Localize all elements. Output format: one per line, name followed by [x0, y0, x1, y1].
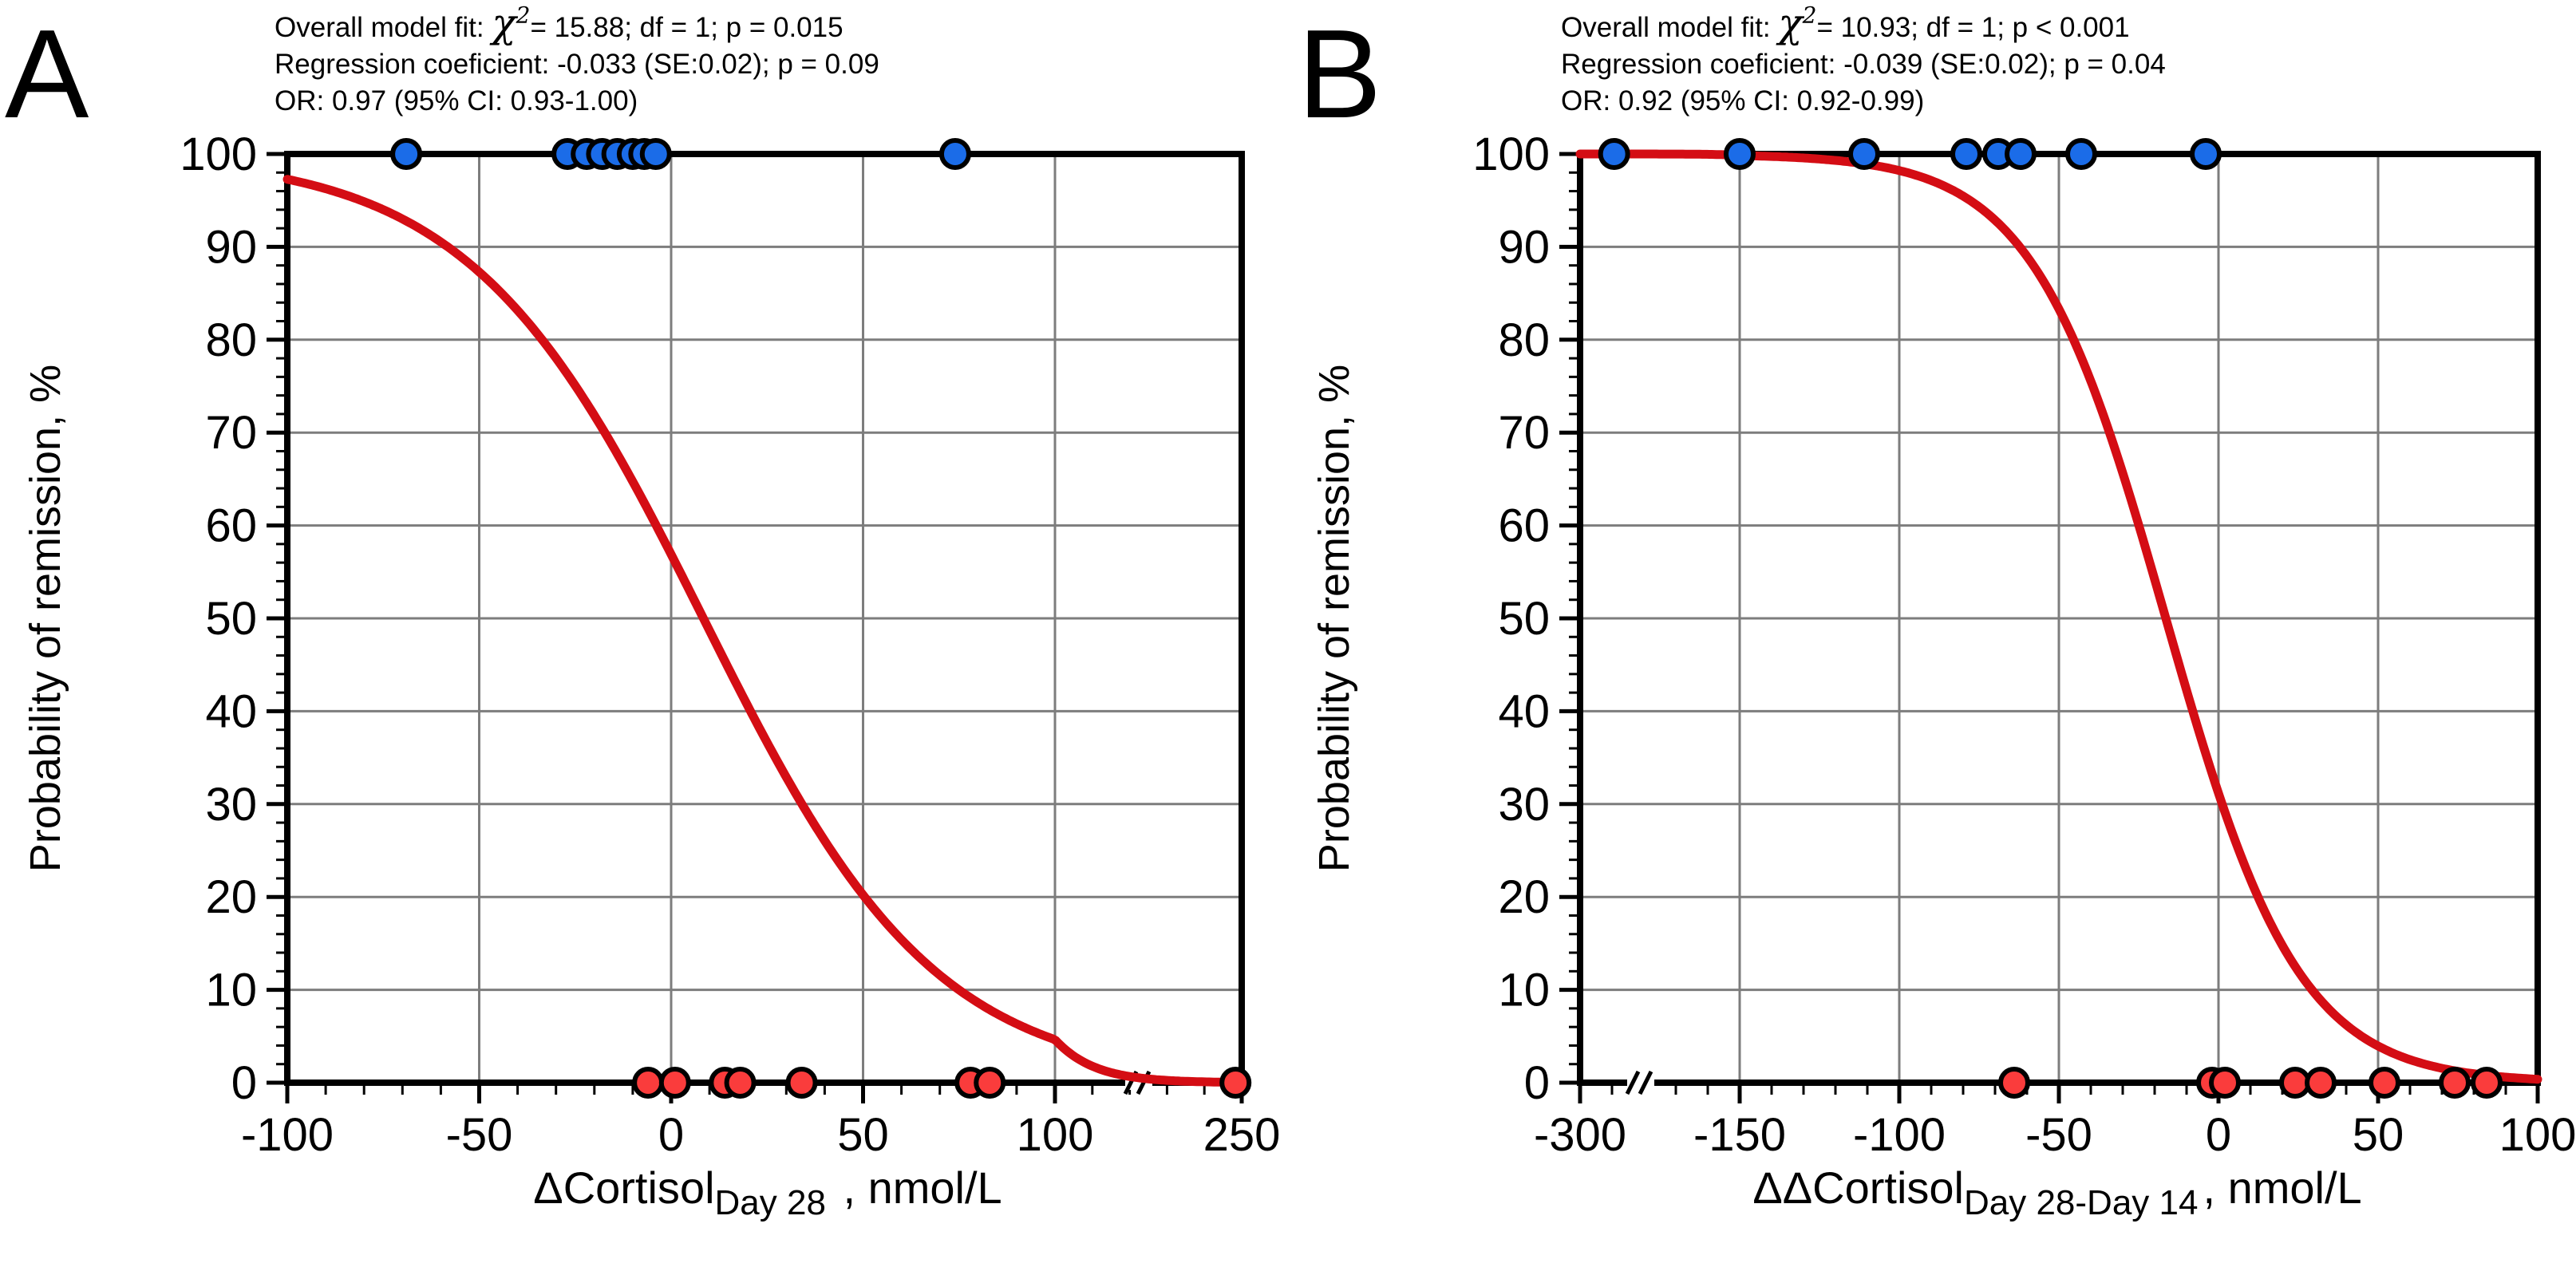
- svg-text:-150: -150: [1693, 1109, 1786, 1161]
- stats-model-fit-prefix: Overall model fit:: [1561, 12, 1779, 43]
- panel-b-letter: B: [1298, 4, 1382, 144]
- x-title-units: , nmol/L: [830, 1162, 1002, 1213]
- svg-text:90: 90: [1498, 221, 1550, 273]
- stats-line-odds-ratio: OR: 0.92 (95% CI: 0.92-0.99): [1561, 85, 1925, 116]
- stats-line-model-fit: Overall model fit: χ2= 15.88; df = 1; p …: [275, 3, 879, 46]
- svg-text:30: 30: [205, 779, 257, 831]
- panel-a-y-axis-title: Probability of remission, %: [22, 364, 69, 873]
- svg-text:90: 90: [205, 221, 257, 273]
- x-title-main: ΔCortisol: [533, 1162, 715, 1213]
- svg-text:80: 80: [205, 314, 257, 366]
- stats-model-fit-prefix: Overall model fit:: [275, 12, 492, 43]
- svg-text:0: 0: [658, 1109, 684, 1161]
- stats-model-fit-value: = 15.88; df = 1; p = 0.015: [530, 12, 844, 43]
- stats-line-regression: Regression coeficient: -0.033 (SE:0.02);…: [275, 49, 879, 80]
- svg-text:20: 20: [205, 871, 257, 923]
- stats-line-odds-ratio: OR: 0.97 (95% CI: 0.93-1.00): [275, 85, 638, 116]
- svg-text:60: 60: [1498, 500, 1550, 552]
- svg-text:70: 70: [205, 407, 257, 459]
- svg-text:40: 40: [205, 685, 257, 737]
- svg-text:10: 10: [205, 965, 257, 1016]
- svg-text:100: 100: [1472, 128, 1550, 180]
- svg-text:0: 0: [2206, 1109, 2231, 1161]
- svg-text:80: 80: [1498, 314, 1550, 366]
- x-title-subscript: Day 28-Day 14: [1963, 1183, 2199, 1222]
- chi-squared-symbol: χ2: [1778, 0, 1816, 46]
- panel-b-y-axis-title: Probability of remission, %: [1310, 364, 1358, 873]
- panel-b-x-axis-title: ΔΔCortisolDay 28-Day 14, nmol/L: [1752, 1162, 2361, 1223]
- svg-text:0: 0: [231, 1057, 257, 1109]
- chi-squared-symbol: χ2: [492, 0, 530, 46]
- stats-line-regression: Regression coeficient: -0.039 (SE:0.02);…: [1561, 49, 2166, 80]
- svg-text:100: 100: [2499, 1109, 2576, 1161]
- panel-a-x-axis-title: ΔCortisolDay 28 , nmol/L: [533, 1162, 1002, 1223]
- svg-text:100: 100: [180, 128, 257, 180]
- x-title-units: , nmol/L: [2203, 1162, 2362, 1213]
- svg-text:50: 50: [2353, 1109, 2404, 1161]
- svg-text:-100: -100: [1853, 1109, 1946, 1161]
- chi-exponent: 2: [1802, 2, 1817, 29]
- svg-text:50: 50: [1498, 593, 1550, 645]
- svg-text:100: 100: [1017, 1109, 1094, 1161]
- svg-text:60: 60: [205, 500, 257, 552]
- svg-text:250: 250: [1203, 1109, 1281, 1161]
- svg-text:10: 10: [1498, 965, 1550, 1016]
- svg-text:20: 20: [1498, 871, 1550, 923]
- chi-glyph: χ: [492, 0, 516, 46]
- stats-line-model-fit: Overall model fit: χ2= 10.93; df = 1; p …: [1561, 3, 2166, 46]
- svg-text:50: 50: [205, 593, 257, 645]
- panel-a-stats: Overall model fit: χ2= 15.88; df = 1; p …: [275, 3, 879, 120]
- svg-text:-50: -50: [446, 1109, 513, 1161]
- panel-a-letter: A: [5, 4, 89, 144]
- chi-glyph: χ: [1778, 0, 1803, 46]
- svg-text:50: 50: [837, 1109, 889, 1161]
- svg-text:30: 30: [1498, 779, 1550, 831]
- svg-text:40: 40: [1498, 685, 1550, 737]
- stats-model-fit-value: = 10.93; df = 1; p < 0.001: [1816, 12, 2130, 43]
- x-title-main: ΔΔCortisol: [1752, 1162, 1964, 1213]
- panel-b-stats: Overall model fit: χ2= 10.93; df = 1; p …: [1561, 3, 2166, 120]
- x-title-subscript: Day 28: [714, 1183, 826, 1222]
- svg-text:-300: -300: [1534, 1109, 1626, 1161]
- svg-text:-100: -100: [241, 1109, 334, 1161]
- svg-text:0: 0: [1524, 1057, 1550, 1109]
- svg-text:70: 70: [1498, 407, 1550, 459]
- chi-exponent: 2: [516, 2, 531, 29]
- svg-text:-50: -50: [2025, 1109, 2092, 1161]
